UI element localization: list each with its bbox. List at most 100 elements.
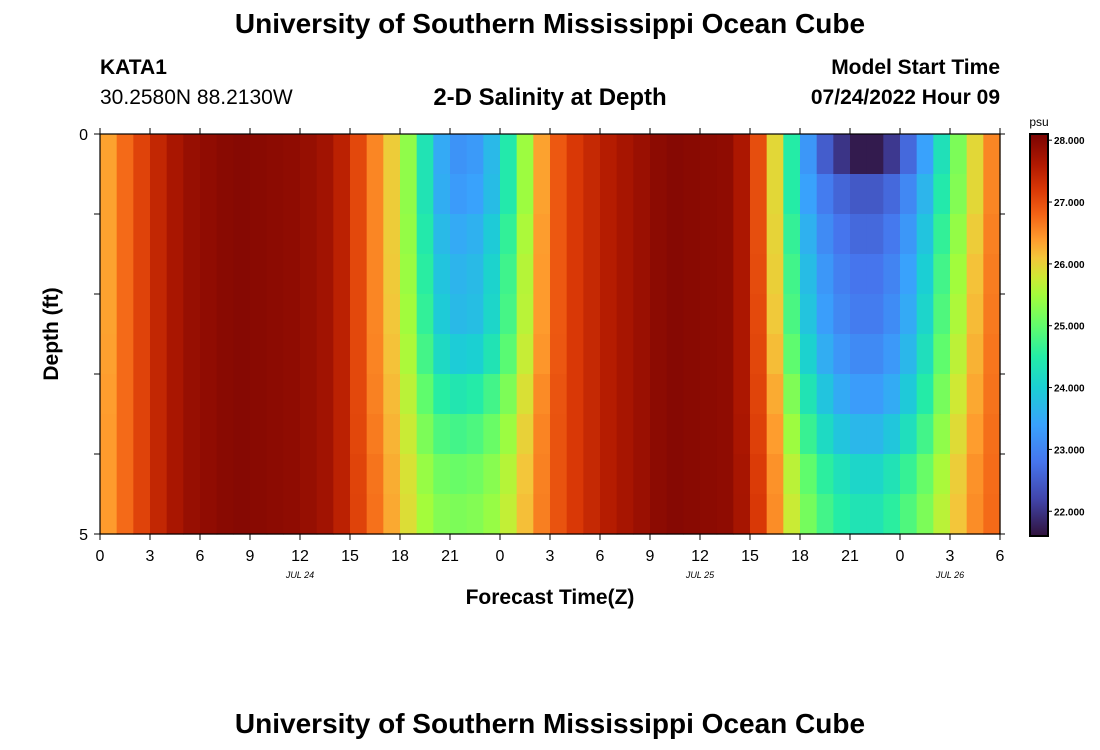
heat-cell — [133, 214, 151, 255]
heat-cell — [716, 174, 734, 215]
heat-cell — [700, 494, 718, 535]
heat-cell — [216, 334, 234, 375]
heat-cell — [916, 174, 934, 215]
heat-cell — [516, 334, 534, 375]
heat-cell — [650, 134, 668, 175]
heat-cell — [666, 454, 684, 495]
heat-cell — [883, 414, 901, 455]
heat-cell — [200, 374, 218, 415]
heat-cell — [750, 134, 768, 175]
heat-cell — [583, 494, 601, 535]
heat-cell — [366, 414, 384, 455]
heat-cell — [550, 294, 568, 335]
heat-cell — [616, 334, 634, 375]
heat-cell — [850, 134, 868, 175]
heat-cell — [633, 414, 651, 455]
heat-cell — [900, 414, 918, 455]
heat-cell — [916, 214, 934, 255]
heat-cell — [800, 494, 818, 535]
heat-cell — [366, 214, 384, 255]
heat-cell — [766, 494, 784, 535]
heat-cell — [533, 214, 551, 255]
heat-cell — [350, 494, 368, 535]
chart-subtitle: 2-D Salinity at Depth — [433, 84, 667, 111]
heat-cell — [983, 494, 1001, 535]
heat-cell — [250, 334, 268, 375]
heat-cell — [100, 214, 118, 255]
heat-cell — [366, 454, 384, 495]
heat-cell — [250, 294, 268, 335]
heat-cell — [950, 214, 968, 255]
heat-cell — [300, 414, 318, 455]
heat-cell — [316, 454, 334, 495]
heat-cell — [150, 334, 168, 375]
heat-cell — [766, 374, 784, 415]
heat-cell — [200, 134, 218, 175]
heat-cell — [233, 494, 251, 535]
heat-cell — [766, 334, 784, 375]
heat-cell — [666, 294, 684, 335]
heat-cell — [950, 494, 968, 535]
heat-cell — [366, 374, 384, 415]
heat-cell — [550, 454, 568, 495]
heat-cell — [766, 174, 784, 215]
heat-cell — [116, 214, 134, 255]
heat-cell — [933, 414, 951, 455]
heat-cell — [483, 414, 501, 455]
heat-cell — [200, 414, 218, 455]
heat-cell — [733, 334, 751, 375]
heat-cell — [900, 134, 918, 175]
heat-cell — [266, 414, 284, 455]
heat-cell — [333, 374, 351, 415]
heat-cell — [266, 254, 284, 295]
heat-cell — [666, 374, 684, 415]
heat-cell — [383, 414, 401, 455]
heat-cell — [583, 374, 601, 415]
heat-cell — [133, 454, 151, 495]
heat-cell — [983, 454, 1001, 495]
heat-cell — [633, 454, 651, 495]
heat-cell — [250, 174, 268, 215]
heat-cell — [533, 374, 551, 415]
heat-cell — [200, 214, 218, 255]
x-tick-label: 6 — [196, 548, 205, 565]
heat-cell — [283, 334, 301, 375]
heat-cell — [283, 254, 301, 295]
heat-cell — [166, 214, 184, 255]
heat-cell — [450, 374, 468, 415]
heat-cell — [916, 454, 934, 495]
heat-cell — [383, 334, 401, 375]
heat-cell — [633, 494, 651, 535]
heat-cell — [266, 374, 284, 415]
heat-cell — [700, 254, 718, 295]
heat-cell — [933, 174, 951, 215]
heat-cell — [266, 214, 284, 255]
x-tick-label: 15 — [341, 548, 359, 565]
heat-cell — [250, 134, 268, 175]
heat-cell — [483, 254, 501, 295]
heat-cell — [800, 294, 818, 335]
heat-cell — [983, 134, 1001, 175]
heat-cell — [450, 254, 468, 295]
heat-cell — [433, 134, 451, 175]
heat-cell — [183, 374, 201, 415]
heat-cell — [650, 254, 668, 295]
heat-cell — [533, 254, 551, 295]
heat-cell — [733, 454, 751, 495]
heat-cell — [966, 214, 984, 255]
heat-cell — [500, 454, 518, 495]
heat-cell — [233, 414, 251, 455]
heat-cell — [150, 374, 168, 415]
heat-cell — [900, 174, 918, 215]
heat-cell — [300, 494, 318, 535]
heat-cell — [700, 294, 718, 335]
heat-cell — [716, 334, 734, 375]
heat-cell — [416, 294, 434, 335]
heat-cell — [866, 134, 884, 175]
heat-cell — [950, 174, 968, 215]
heat-cell — [433, 414, 451, 455]
heat-cell — [950, 254, 968, 295]
axis-ticks — [94, 128, 1005, 540]
heat-cell — [216, 214, 234, 255]
